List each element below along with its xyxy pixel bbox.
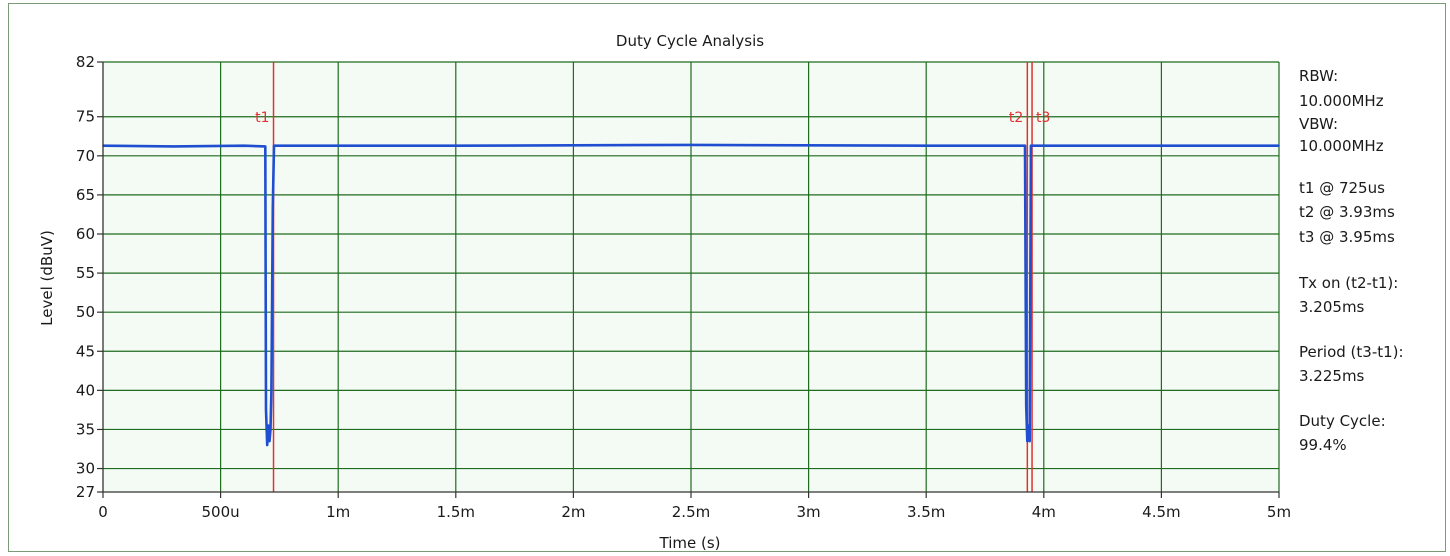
x-tick-label-6: 3m: [797, 503, 821, 521]
t2-readout: t2 @ 3.93ms: [1299, 203, 1395, 221]
data-point-0-3: [264, 145, 267, 148]
x-tick-label-3: 1.5m: [437, 503, 475, 521]
data-point-0-16: [1025, 405, 1027, 407]
data-point-0-2: [243, 144, 245, 147]
y-tick-label-6: 50: [76, 303, 95, 321]
marker-label-t3: t3: [1036, 110, 1050, 126]
data-point-0-5: [266, 444, 268, 446]
data-point-0-6: [267, 424, 270, 427]
x-tick-label-8: 4m: [1032, 503, 1056, 521]
t3-readout: t3 @ 3.95ms: [1299, 228, 1395, 246]
t1-readout: t1 @ 725us: [1299, 179, 1385, 197]
y-tick-label-2: 70: [76, 147, 95, 165]
data-point-0-13: [690, 144, 692, 146]
y-axis-label: Level (dBuV): [38, 230, 56, 326]
x-tick-label-7: 3.5m: [907, 503, 945, 521]
data-point-0-9: [270, 389, 273, 392]
x-axis-label: Time (s): [659, 534, 721, 552]
grid-lines: [103, 61, 1280, 492]
x-tick-label-1: 500u: [202, 503, 240, 521]
y-tick-label-0: 82: [76, 53, 95, 71]
chart-title: Duty Cycle Analysis: [616, 32, 764, 50]
data-point-0-12: [455, 144, 457, 147]
vbw-value: 10.000MHz: [1299, 137, 1384, 155]
data-point-0-1: [172, 145, 175, 148]
tx-on-label: Tx on (t2-t1):: [1299, 274, 1399, 292]
x-tick-label-10: 5m: [1267, 503, 1291, 521]
data-point-0-19: [1028, 440, 1031, 442]
x-tick-label-4: 2m: [561, 503, 585, 521]
data-point-0-21: [1160, 144, 1163, 147]
data-point-0-17: [1026, 440, 1029, 442]
y-tick-label-9: 35: [76, 420, 95, 438]
data-point-0-8: [269, 428, 272, 431]
y-tick-label-11: 27: [76, 483, 95, 501]
duty-cycle-label: Duty Cycle:: [1299, 412, 1386, 430]
data-point-0-11: [273, 144, 275, 147]
y-tick-label-5: 55: [76, 264, 95, 282]
y-tick-label-4: 60: [76, 225, 95, 243]
y-tick-label-8: 40: [76, 381, 95, 399]
x-tick-label-5: 2.5m: [672, 503, 710, 521]
rbw-value: 10.000MHz: [1299, 92, 1384, 110]
x-tick-label-0: 0: [98, 503, 108, 521]
period-label: Period (t3-t1):: [1299, 343, 1404, 361]
y-tick-label-10: 30: [76, 460, 95, 478]
axes: 82 75 70 65 60 55 50 45 40 35 30 270 500u 1m 1.5m 2m 2.5…: [76, 53, 1291, 521]
y-tick-label-3: 65: [76, 186, 95, 204]
duty-cycle-value: 99.4%: [1299, 436, 1347, 454]
x-tick-label-2: 1m: [326, 503, 350, 521]
marker-label-t2: t2: [1009, 110, 1023, 126]
data-point-0-4: [265, 409, 267, 411]
data-point-0-7: [268, 440, 271, 442]
data-point-0-14: [925, 144, 927, 147]
data-point-0-15: [1024, 144, 1026, 147]
tx-on-value: 3.205ms: [1299, 298, 1365, 316]
period-value: 3.225ms: [1299, 367, 1365, 385]
data-point-0-22: [1278, 144, 1280, 147]
x-tick-label-9: 4.5m: [1142, 503, 1180, 521]
marker-label-t1: t1: [255, 110, 269, 126]
y-tick-label-7: 45: [76, 342, 95, 360]
data-point-0-18: [1027, 424, 1030, 427]
rbw-label: RBW:: [1299, 67, 1339, 85]
vbw-label: VBW:: [1299, 115, 1339, 133]
y-tick-label-1: 75: [76, 108, 95, 126]
data-point-0-20: [1030, 144, 1032, 147]
data-point-0-10: [272, 205, 274, 208]
